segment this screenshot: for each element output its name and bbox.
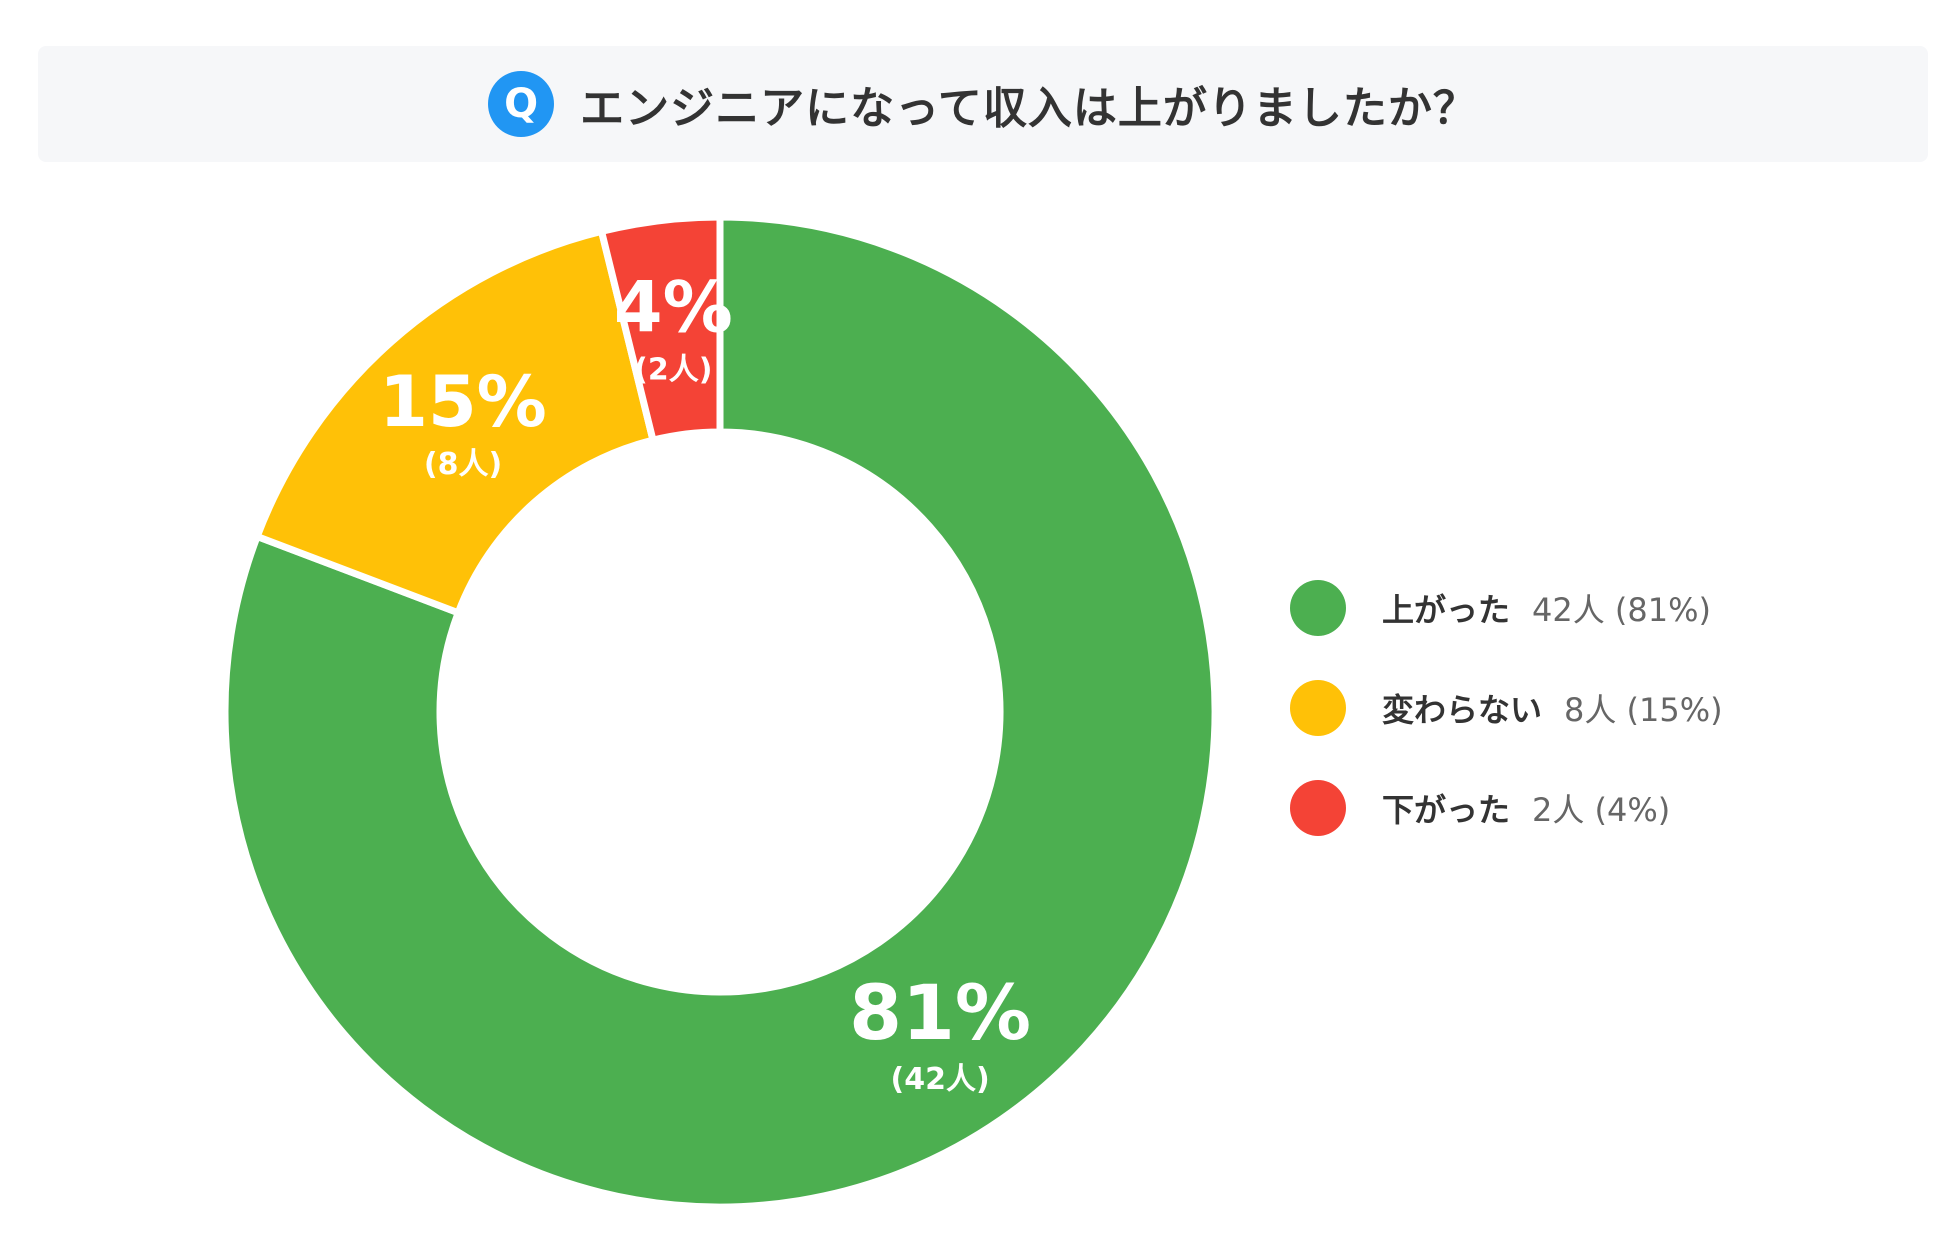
legend-value-2: 8人 (15%) (1564, 691, 1723, 729)
legend-item-1: 上がった 42人 (81%) (1290, 558, 1723, 658)
legend-value-1: 42人 (81%) (1532, 591, 1712, 629)
legend-swatch-2 (1290, 680, 1346, 736)
legend-item-2: 変わらない 8人 (15%) (1290, 658, 1723, 758)
legend-swatch-1 (1290, 580, 1346, 636)
question-banner: Q エンジニアになって収入は上がりましたか？ (38, 46, 1928, 162)
legend-item-3: 下がった 2人 (4%) (1290, 758, 1723, 858)
slice-percent-label-2: 15% (379, 361, 547, 443)
legend-label-1: 上がった (1382, 591, 1511, 629)
slice-percent-label-3: 4% (614, 266, 733, 348)
question-title: エンジニアになって収入は上がりましたか？ (580, 83, 1478, 134)
slice-count-label-3: (2人) (634, 352, 712, 387)
slice-count-label-2: (8人) (424, 447, 502, 482)
slice-percent-label-1: 81% (849, 968, 1031, 1057)
legend-swatch-3 (1290, 780, 1346, 836)
donut-slice-1 (221, 213, 1219, 1211)
legend-label-3: 下がった (1382, 791, 1511, 829)
slice-count-label-1: (42人) (891, 1062, 990, 1097)
legend-label-2: 変わらない (1382, 691, 1543, 729)
legend-value-3: 2人 (4%) (1532, 791, 1671, 829)
legend: 上がった 42人 (81%) 変わらない 8人 (15%) 下がった 2人 (4%) (1290, 558, 1723, 858)
donut-slice-3 (597, 213, 724, 445)
q-icon: Q (488, 71, 555, 137)
donut-slice-2 (252, 227, 658, 618)
